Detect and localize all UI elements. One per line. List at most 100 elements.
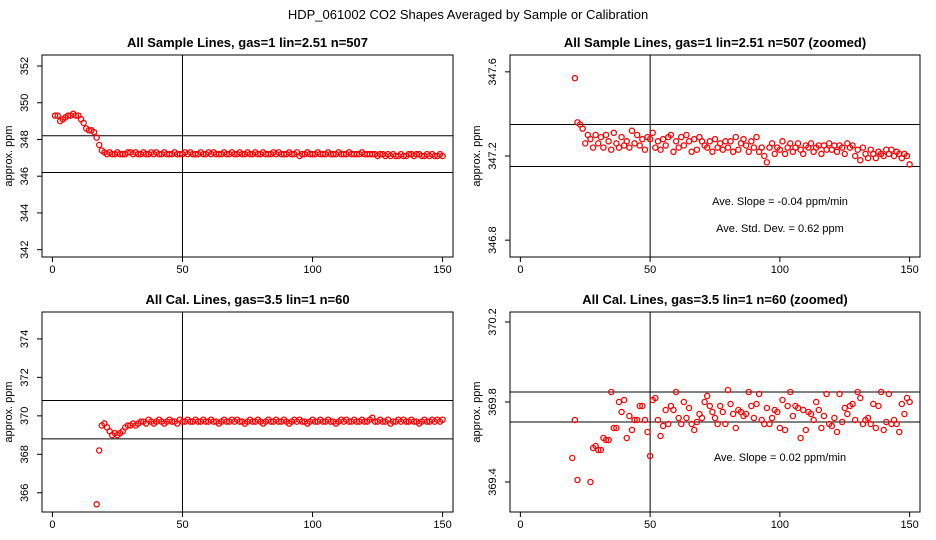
data-point xyxy=(571,74,579,82)
x-tick-label: 100 xyxy=(303,519,321,531)
x-tick-label: 150 xyxy=(900,264,918,276)
y-tick-label: 369.8 xyxy=(487,388,499,416)
data-point xyxy=(779,138,786,145)
x-tick-label: 0 xyxy=(49,519,55,531)
data-point xyxy=(688,148,695,156)
data-point xyxy=(615,398,623,406)
data-point xyxy=(90,128,98,136)
data-point xyxy=(652,394,659,402)
data-point xyxy=(883,418,890,426)
data-point xyxy=(670,406,677,414)
data-point xyxy=(594,446,602,454)
data-point xyxy=(742,410,750,418)
data-point xyxy=(675,144,682,151)
data-point xyxy=(698,414,706,422)
data-point xyxy=(605,436,612,444)
data-point xyxy=(582,140,589,147)
data-point xyxy=(880,152,887,160)
data-point xyxy=(831,142,838,149)
data-point xyxy=(740,135,747,143)
data-point xyxy=(639,402,646,410)
data-point xyxy=(753,133,760,141)
chart-title: All Cal. Lines, gas=3.5 lin=1 n=60 (zoom… xyxy=(582,292,848,307)
data-point xyxy=(594,140,602,147)
data-point xyxy=(802,426,810,434)
data-point xyxy=(750,414,758,422)
chart-annotation: Ave. Std. Dev. = 0.62 ppm xyxy=(716,223,844,235)
data-point xyxy=(657,432,664,440)
data-point xyxy=(602,436,610,444)
chart-panel-4: All Cal. Lines, gas=3.5 lin=1 n=60 (zoom… xyxy=(471,292,921,531)
data-point xyxy=(766,420,773,428)
data-point xyxy=(659,422,667,430)
data-point xyxy=(732,133,740,141)
data-point xyxy=(701,398,708,406)
data-point xyxy=(703,144,711,151)
data-point xyxy=(810,416,817,424)
data-point xyxy=(799,406,807,414)
data-point xyxy=(690,426,698,434)
data-point xyxy=(768,140,776,147)
data-point xyxy=(787,140,794,147)
data-point xyxy=(833,148,841,156)
data-point xyxy=(641,146,649,153)
x-tick-label: 0 xyxy=(517,519,523,531)
data-point xyxy=(818,424,825,432)
data-point xyxy=(672,138,680,145)
data-point xyxy=(683,131,690,139)
data-point xyxy=(750,144,758,151)
data-point xyxy=(623,434,631,442)
data-point xyxy=(789,412,797,420)
data-point xyxy=(602,131,610,139)
data-point xyxy=(626,412,633,420)
data-point xyxy=(815,406,823,414)
data-point xyxy=(794,404,802,412)
data-point xyxy=(872,154,880,162)
data-point xyxy=(654,416,662,424)
data-point xyxy=(745,148,752,156)
data-point xyxy=(722,138,729,145)
data-point xyxy=(836,390,843,398)
data-point xyxy=(607,388,615,396)
data-point xyxy=(628,127,636,134)
chart-title: All Sample Lines, gas=1 lin=2.51 n=507 (… xyxy=(564,35,866,50)
data-point xyxy=(709,148,716,156)
y-tick-label: 372 xyxy=(19,368,31,386)
data-point xyxy=(633,416,641,424)
data-point xyxy=(706,138,714,145)
data-point xyxy=(672,388,680,396)
x-tick-label: 0 xyxy=(49,264,55,276)
x-tick-label: 100 xyxy=(771,264,789,276)
data-point xyxy=(633,131,641,139)
y-tick-label: 368 xyxy=(19,445,31,463)
data-point xyxy=(735,146,742,153)
data-point xyxy=(670,148,677,156)
y-tick-label: 352 xyxy=(19,57,31,75)
plot-frame xyxy=(509,311,921,513)
chart-annotation: Ave. Slope = -0.04 ppm/min xyxy=(712,196,848,208)
data-point xyxy=(880,426,887,434)
data-point xyxy=(722,420,729,428)
data-point xyxy=(618,133,625,141)
data-point xyxy=(799,150,807,158)
data-point xyxy=(807,140,815,147)
data-point xyxy=(685,138,693,145)
data-point xyxy=(95,447,103,454)
data-point xyxy=(719,146,727,153)
y-tick-label: 344 xyxy=(19,204,31,222)
data-point xyxy=(831,414,838,422)
plot-frame xyxy=(41,54,454,258)
data-point xyxy=(80,119,87,127)
data-point xyxy=(849,400,856,408)
data-point xyxy=(812,398,820,406)
data-point xyxy=(613,424,620,432)
data-point xyxy=(797,434,804,442)
data-point xyxy=(779,396,786,404)
data-point xyxy=(763,159,771,166)
data-point xyxy=(631,140,638,147)
y-axis-label: approx. ppm xyxy=(3,125,15,186)
data-point xyxy=(903,152,911,160)
data-point xyxy=(618,408,625,416)
data-point xyxy=(727,400,734,408)
data-point xyxy=(854,388,861,396)
